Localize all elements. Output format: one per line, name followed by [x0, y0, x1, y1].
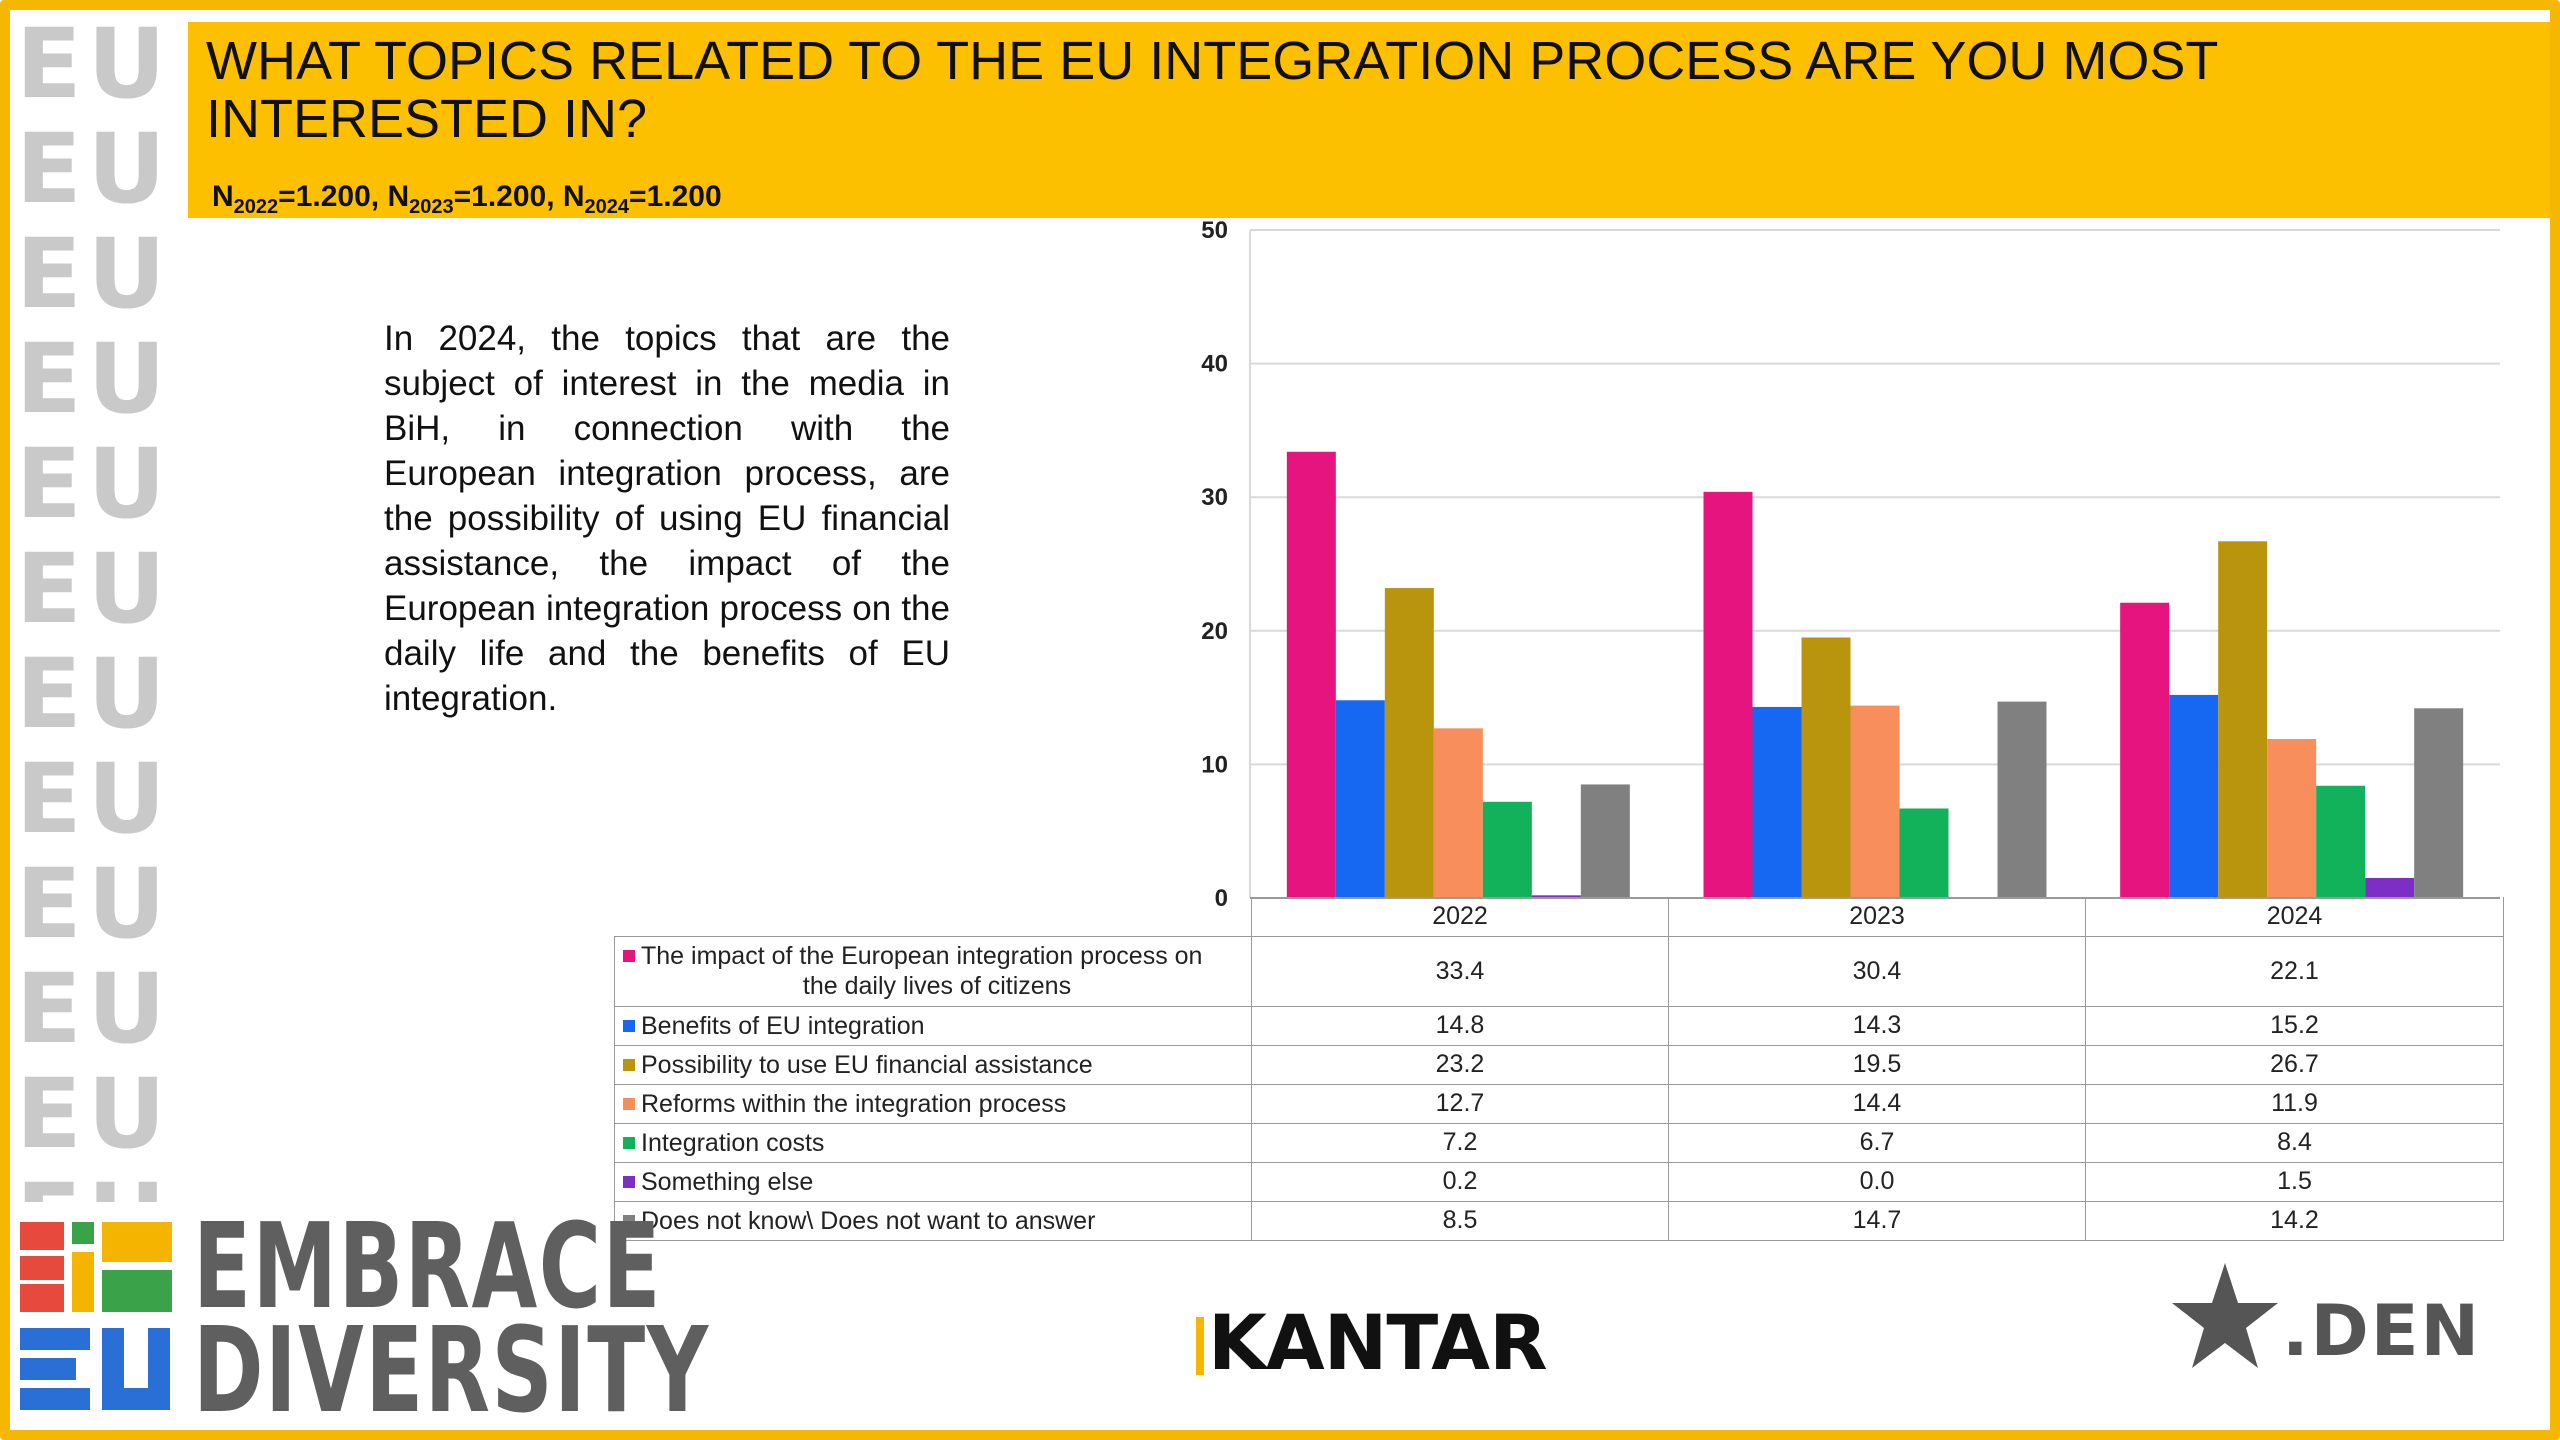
sample-size-2024: N2024=1.200: [562, 180, 722, 218]
bar-2022-series-5: [1531, 895, 1581, 898]
table-row: The impact of the European integration p…: [614, 935, 2504, 1007]
row-label-something-else: Something else: [614, 1161, 1252, 1202]
table-cell: 11.9: [2085, 1083, 2504, 1124]
bar-2024-series-0: [2120, 602, 2170, 898]
sample-size-line: N2022=1.200, N2023=1.200, N2024=1.200: [212, 180, 722, 219]
side-pattern-text: EU EU EU EU EU EU EU EU EU EU EU EU: [16, 12, 172, 1202]
legend-swatch-costs: [623, 1136, 635, 1149]
table-cell: 6.7: [1668, 1122, 2086, 1163]
table-cell: 0.0: [1668, 1161, 2086, 1202]
bar-2024-series-3: [2267, 739, 2317, 898]
y-tick-label: 40: [1201, 351, 1228, 378]
table-cell: 14.2: [2085, 1200, 2504, 1241]
sample-size-2022: N2022=1.200,: [212, 180, 388, 218]
row-label-impact: The impact of the European integration p…: [614, 935, 1252, 1007]
header-band: WHAT TOPICS RELATED TO THE EU INTEGRATIO…: [188, 22, 2550, 218]
bar-2023-series-3: [1850, 705, 1900, 898]
table-header-row: 2022 2023 2024: [615, 897, 2504, 937]
table-row: Something else 0.2 0.0 1.5: [614, 1161, 2504, 1202]
table-cell: 12.7: [1251, 1083, 1669, 1124]
bar-2024-series-6: [2414, 708, 2464, 898]
table-cell: 26.7: [2085, 1044, 2504, 1085]
table-cell: 19.5: [1668, 1044, 2086, 1085]
bar-2022-series-6: [1580, 784, 1630, 898]
table-col-2023: 2023: [1668, 897, 2086, 937]
table-cell: 8.5: [1251, 1200, 1669, 1241]
table-row: Does not know\ Does not want to answer 8…: [614, 1200, 2504, 1241]
den-logo: .DEN: [2170, 1258, 2479, 1378]
table-cell: 14.4: [1668, 1083, 2086, 1124]
star-icon: [2172, 1263, 2278, 1368]
bar-2023-series-0: [1703, 491, 1753, 898]
bar-2022-series-1: [1335, 700, 1385, 898]
legend-swatch-financial: [623, 1058, 635, 1071]
bar-2023-series-1: [1752, 706, 1802, 898]
page-title: WHAT TOPICS RELATED TO THE EU INTEGRATIO…: [206, 31, 2218, 149]
bar-2022-series-0: [1286, 451, 1336, 898]
sample-size-2023: N2023=1.200,: [387, 180, 563, 218]
row-label-financial-assistance: Possibility to use EU financial assistan…: [614, 1044, 1252, 1085]
legend-swatch-dont-know: [623, 1214, 635, 1227]
table-cell: 14.8: [1251, 1005, 1669, 1046]
table-cell: 14.7: [1668, 1200, 2086, 1241]
bar-2024-series-4: [2316, 785, 2366, 898]
legend-swatch-impact: [623, 950, 635, 962]
table-col-2022: 2022: [1251, 897, 1669, 937]
kantar-logo: KANTAR: [1196, 1298, 1548, 1387]
row-label-benefits: Benefits of EU integration: [614, 1005, 1252, 1046]
table-cell: 30.4: [1668, 935, 2086, 1007]
bar-2024-series-2: [2218, 541, 2268, 898]
row-label-reforms: Reforms within the integration process: [614, 1083, 1252, 1124]
table-cell: 1.5: [2085, 1161, 2504, 1202]
logo-wordmark: EMBRACE DIVERSITY: [193, 1197, 710, 1439]
bar-2024-series-1: [2169, 694, 2219, 898]
logo-tiles-icon: [20, 1222, 180, 1422]
bar-chart: 0 10 20 30 40 50: [1201, 217, 2500, 910]
table-cell: 22.1: [2085, 935, 2504, 1007]
table-row: Reforms within the integration process 1…: [614, 1083, 2504, 1124]
y-tick-label: 50: [1201, 217, 1228, 244]
embrace-diversity-logo: EMBRACE DIVERSITY: [18, 1207, 708, 1430]
table-row: Possibility to use EU financial assistan…: [614, 1044, 2504, 1085]
table-cell: 15.2: [2085, 1005, 2504, 1046]
table-cell: 14.3: [1668, 1005, 2086, 1046]
table-cell: 0.2: [1251, 1161, 1669, 1202]
decorative-side-pattern: EU EU EU EU EU EU EU EU EU EU EU EU: [16, 12, 176, 1202]
legend-swatch-reforms: [623, 1097, 635, 1110]
table-cell: 7.2: [1251, 1122, 1669, 1163]
y-tick-label: 10: [1201, 751, 1228, 778]
bar-2023-series-2: [1801, 637, 1851, 898]
bar-2022-series-3: [1433, 728, 1483, 898]
row-label-dont-know: Does not know\ Does not want to answer: [614, 1200, 1252, 1241]
legend-swatch-benefits: [623, 1019, 635, 1032]
bar-2024-series-5: [2365, 877, 2415, 898]
bar-2022-series-4: [1482, 801, 1532, 898]
table-cell: 33.4: [1251, 935, 1669, 1007]
table-col-2024: 2024: [2085, 897, 2504, 937]
data-table: 2022 2023 2024 The impact of the Europea…: [614, 897, 2504, 1241]
legend-swatch-something-else: [623, 1175, 635, 1188]
y-tick-label: 30: [1201, 484, 1228, 511]
table-row: Benefits of EU integration 14.8 14.3 15.…: [614, 1005, 2504, 1046]
table-cell: 8.4: [2085, 1122, 2504, 1163]
y-tick-label: 0: [1215, 885, 1228, 910]
table-corner: [615, 897, 1252, 936]
row-label-costs: Integration costs: [614, 1122, 1252, 1163]
kantar-bar-icon: [1196, 1317, 1204, 1375]
bar-2023-series-6: [1997, 701, 2047, 898]
bar-2023-series-4: [1899, 808, 1949, 898]
table-row: Integration costs 7.2 6.7 8.4: [614, 1122, 2504, 1163]
description-text: In 2024, the topics that are the subject…: [384, 319, 950, 718]
y-tick-label: 20: [1201, 618, 1228, 645]
table-cell: 23.2: [1251, 1044, 1669, 1085]
bar-2022-series-2: [1384, 588, 1434, 898]
